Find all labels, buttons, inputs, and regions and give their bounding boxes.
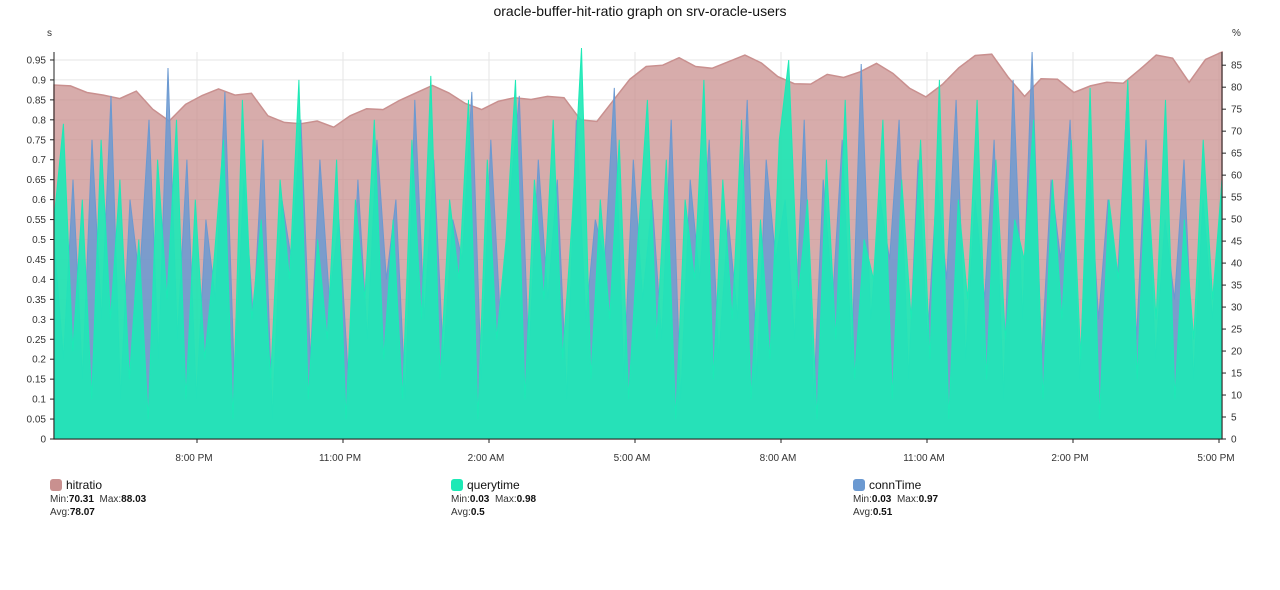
left-tick-label: 0.8 [32,115,46,126]
left-tick-label: 0.25 [27,335,47,346]
left-tick-label: 0.35 [27,295,47,306]
left-tick-label: 0.75 [27,135,47,146]
x-tick-label: 2:00 AM [468,453,505,464]
series-areas [53,47,1223,440]
left-tick-label: 0.15 [27,375,47,386]
legend-label-querytime: querytime [467,478,520,492]
left-tick-label: 0.5 [32,235,46,246]
left-tick-label: 0.1 [32,395,46,406]
legend-swatch-hitratio [50,479,62,491]
area-querytime [53,47,1223,440]
legend-label-hitratio: hitratio [66,478,103,492]
legend-stats-conntime: Min:0.03 Max:0.97 Avg:0.51 [853,494,939,518]
legend-item-hitratio[interactable]: hitratio Min:70.31 Max:88.03 Avg:78.07 [50,478,146,519]
legend-label-conntime: connTime [869,478,922,492]
right-tick-label: 85 [1231,61,1243,72]
left-tick-label: 0.85 [27,95,47,106]
left-tick-label: 0.55 [27,215,47,226]
x-tick-label: 5:00 AM [614,453,651,464]
left-axis-unit: s [47,28,52,39]
left-tick-label: 0.9 [32,75,46,86]
left-tick-label: 0.2 [32,355,46,366]
right-tick-label: 15 [1231,369,1243,380]
x-tick-label: 8:00 AM [760,453,797,464]
left-tick-label: 0.95 [27,55,47,66]
legend-swatch-querytime [451,479,463,491]
chart-title: oracle-buffer-hit-ratio graph on srv-ora… [493,3,787,19]
left-tick-label: 0.3 [32,315,46,326]
legend-item-querytime[interactable]: querytime Min:0.03 Max:0.98 Avg:0.5 [451,478,536,519]
x-tick-label: 2:00 PM [1051,453,1088,464]
left-tick-label: 0.45 [27,255,47,266]
left-tick-label: 0.7 [32,155,46,166]
axes: 0 0.05 0.1 0.15 0.2 0.25 0.3 0.35 0.4 0.45 0.5 0.55… [27,52,1243,464]
left-tick-label: 0.05 [27,415,47,426]
right-tick-label: 75 [1231,105,1243,116]
right-tick-label: 30 [1231,303,1243,314]
x-tick-label: 11:00 PM [319,453,361,464]
right-tick-label: 35 [1231,281,1243,292]
x-tick-label: 5:00 PM [1197,453,1234,464]
legend-item-conntime[interactable]: connTime Min:0.03 Max:0.97 Avg:0.51 [853,478,938,519]
right-tick-label: 10 [1231,391,1243,402]
right-tick-label: 0 [1231,435,1237,446]
legend-stats-hitratio: Min:70.31 Max:88.03 Avg:78.07 [50,494,147,518]
left-tick-label: 0.65 [27,175,47,186]
right-tick-label: 65 [1231,149,1243,160]
chart-plot: 0 0.05 0.1 0.15 0.2 0.25 0.3 0.35 0.4 0.45 0.5 0.55… [27,28,1243,464]
right-tick-label: 5 [1231,413,1237,424]
legend-swatch-conntime [853,479,865,491]
right-tick-label: 70 [1231,127,1243,138]
right-axis-unit: % [1232,28,1241,39]
left-tick-label: 0.6 [32,195,46,206]
legend-stats-querytime: Min:0.03 Max:0.98 Avg:0.5 [451,494,537,518]
right-tick-label: 80 [1231,83,1243,94]
right-tick-label: 40 [1231,259,1243,270]
left-tick-label: 0.4 [32,275,46,286]
right-tick-label: 60 [1231,171,1243,182]
right-tick-label: 45 [1231,237,1243,248]
left-tick-label: 0 [40,435,46,446]
x-tick-label: 8:00 PM [175,453,212,464]
right-tick-label: 20 [1231,347,1243,358]
right-tick-label: 50 [1231,215,1243,226]
right-tick-label: 55 [1231,193,1243,204]
right-tick-label: 25 [1231,325,1243,336]
x-tick-label: 11:00 AM [903,453,945,464]
